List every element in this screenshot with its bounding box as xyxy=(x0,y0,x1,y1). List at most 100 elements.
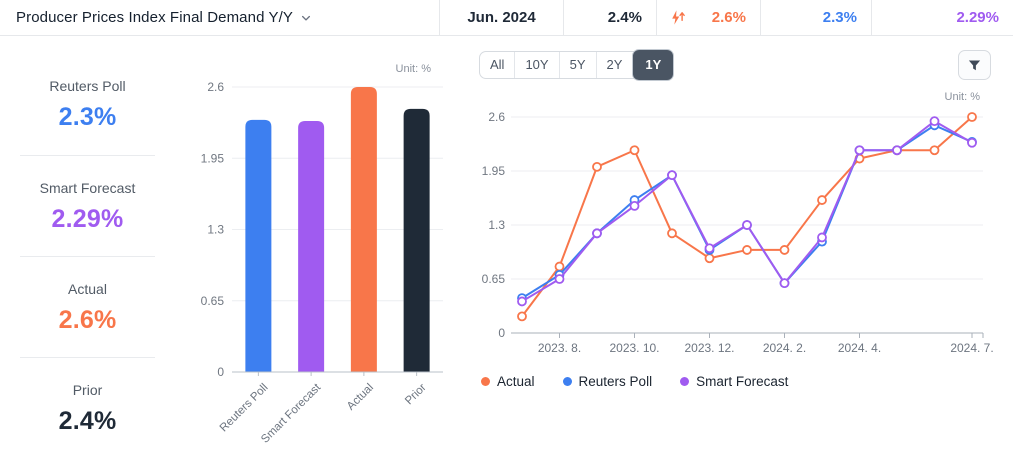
data-point xyxy=(892,145,902,156)
x-tick-label: 2023. 12. xyxy=(684,341,734,355)
data-point xyxy=(517,296,527,307)
legend-label: Reuters Poll xyxy=(578,374,653,389)
data-point xyxy=(929,116,940,127)
content-area: Reuters Poll 2.3% Smart Forecast 2.29% Actua… xyxy=(0,36,1013,465)
data-point xyxy=(704,243,715,254)
y-tick-label: 1.3 xyxy=(488,218,505,232)
y-tick-label: 2.6 xyxy=(488,110,505,124)
indicator-title-dropdown[interactable]: Producer Prices Index Final Demand Y/Y xyxy=(0,0,439,35)
range-button-1y[interactable]: 1Y xyxy=(632,49,675,81)
period-value: Jun. 2024 xyxy=(467,9,536,26)
page-title: Producer Prices Index Final Demand Y/Y xyxy=(16,9,293,26)
filter-button[interactable] xyxy=(958,50,991,80)
x-tick-label: 2023. 10. xyxy=(609,341,659,355)
header-actual: 2.6% xyxy=(656,0,760,35)
series-smart-forecast xyxy=(517,116,977,307)
range-button-5y[interactable]: 5Y xyxy=(558,52,596,78)
bar-prior xyxy=(403,108,430,372)
x-tick-label: Reuters Poll xyxy=(218,382,271,435)
legend-dot xyxy=(481,377,490,386)
bar-chart-panel: Unit: % 0 0.65 1.3 1.95 2.6 Reuters Poll Smart … xyxy=(180,36,467,465)
legend-item-reuters-poll[interactable]: Reuters Poll xyxy=(562,374,653,389)
data-point xyxy=(629,145,640,156)
y-tick-label: 0.65 xyxy=(201,294,225,308)
bar-reuters-poll xyxy=(245,119,272,372)
funnel-icon xyxy=(968,60,981,70)
legend-label: Smart Forecast xyxy=(696,374,789,389)
line-chart-panel: All 10Y 5Y 2Y 1Y Unit: % 0 0.65 1.3 1.95 2.6 2023.… xyxy=(467,36,1013,465)
range-button-10y[interactable]: 10Y xyxy=(514,52,558,78)
legend-item-actual[interactable]: Actual xyxy=(481,374,535,389)
sidebar-stat-reuters-poll: Reuters Poll 2.3% xyxy=(20,54,155,155)
header-smart-forecast: 2.29% xyxy=(871,0,1013,35)
stat-value: 2.29% xyxy=(51,205,124,233)
chart-toolbar: All 10Y 5Y 2Y 1Y xyxy=(467,36,1013,81)
stats-sidebar: Reuters Poll 2.3% Smart Forecast 2.29% Actua… xyxy=(0,36,180,465)
range-selector: All 10Y 5Y 2Y 1Y xyxy=(479,49,675,81)
stat-label: Actual xyxy=(68,281,107,297)
data-point xyxy=(554,274,565,284)
header-period: Jun. 2024 xyxy=(439,0,563,35)
data-point xyxy=(967,112,977,122)
series-reuters-poll xyxy=(517,120,977,304)
stat-label: Smart Forecast xyxy=(39,180,136,196)
y-tick-label: 1.3 xyxy=(207,223,224,237)
x-tick-label: 2023. 8. xyxy=(538,341,581,355)
x-tick-label: 2024. 2. xyxy=(763,341,806,355)
data-point xyxy=(517,311,527,322)
actual-value: 2.6% xyxy=(711,9,746,26)
sidebar-stat-smart-forecast: Smart Forecast 2.29% xyxy=(20,155,155,256)
bar-unit-label: Unit: % xyxy=(396,63,432,75)
stat-value: 2.6% xyxy=(58,306,117,334)
data-point xyxy=(629,200,640,211)
stat-label: Reuters Poll xyxy=(49,78,126,94)
data-point xyxy=(554,261,565,272)
data-point xyxy=(742,220,752,230)
bar-actual xyxy=(350,87,377,372)
line-unit-label: Unit: % xyxy=(945,91,981,103)
data-point xyxy=(779,278,790,289)
reuters-poll-value: 2.3% xyxy=(822,9,857,26)
stat-value: 2.3% xyxy=(58,103,117,131)
line-chart: Unit: % 0 0.65 1.3 1.95 2.6 2023. 8. 2023. 10. 2… xyxy=(482,91,994,355)
legend-dot xyxy=(562,377,572,386)
x-tick-label: Prior xyxy=(403,382,429,408)
header-bar: Producer Prices Index Final Demand Y/Y J… xyxy=(0,0,1013,36)
legend-label: Actual xyxy=(497,374,535,389)
chart-legend: Actual Reuters Poll Smart Forecast xyxy=(481,374,1013,389)
data-point xyxy=(929,145,940,156)
data-point xyxy=(817,232,827,243)
stat-label: Prior xyxy=(72,382,103,398)
legend-item-smart-forecast[interactable]: Smart Forecast xyxy=(680,374,788,389)
prior-value: 2.4% xyxy=(607,9,642,26)
data-point xyxy=(667,170,677,181)
header-reuters-poll: 2.3% xyxy=(760,0,871,35)
y-tick-label: 2.6 xyxy=(207,80,224,94)
data-point xyxy=(967,137,977,148)
legend-dot xyxy=(680,377,690,386)
smart-forecast-value: 2.29% xyxy=(956,9,999,26)
range-button-2y[interactable]: 2Y xyxy=(595,52,633,78)
y-tick-label: 0 xyxy=(498,326,505,340)
y-tick-label: 0 xyxy=(217,365,224,379)
x-tick-label: 2024. 7. xyxy=(950,341,993,355)
data-point xyxy=(854,145,865,156)
data-point xyxy=(592,161,602,172)
chevron-down-icon xyxy=(301,15,311,21)
x-tick-label: 2024. 4. xyxy=(838,341,881,355)
header-prior: 2.4% xyxy=(563,0,656,35)
data-point xyxy=(704,253,715,264)
range-button-all[interactable]: All xyxy=(480,52,514,78)
sidebar-stat-actual: Actual 2.6% xyxy=(20,256,155,357)
y-tick-label: 0.65 xyxy=(482,272,506,286)
y-tick-label: 1.95 xyxy=(201,151,225,165)
stat-value: 2.4% xyxy=(58,407,117,435)
y-tick-label: 1.95 xyxy=(482,164,506,178)
x-tick-label: Actual xyxy=(345,382,376,413)
data-point xyxy=(667,228,677,239)
flash-up-icon xyxy=(672,10,685,25)
data-point xyxy=(817,195,827,205)
sidebar-stat-prior: Prior 2.4% xyxy=(20,357,155,458)
